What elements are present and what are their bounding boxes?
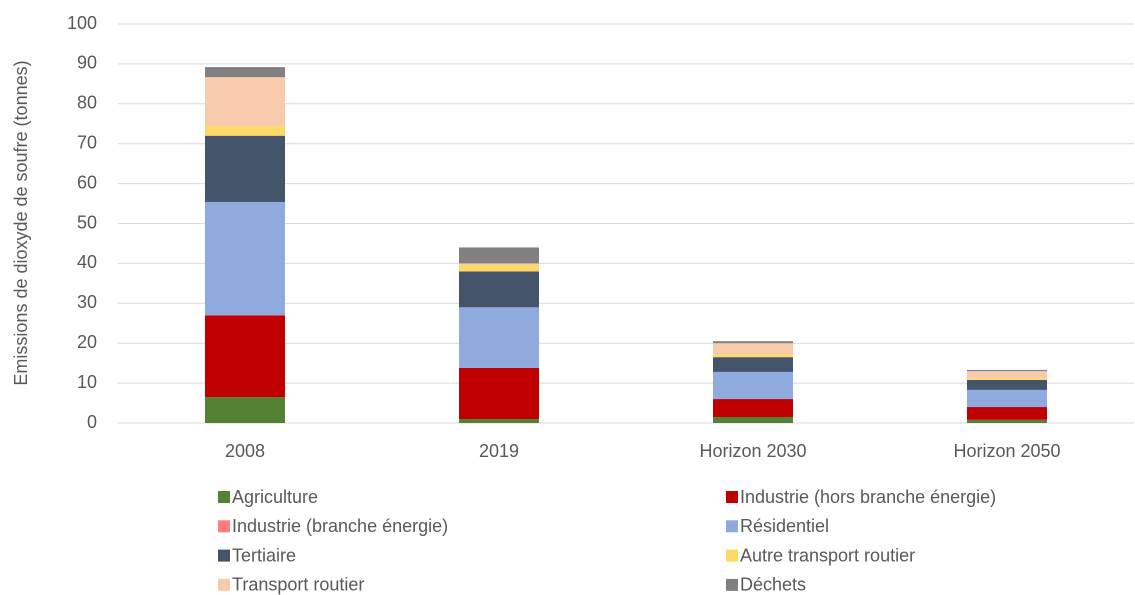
y-tick-label: 80 bbox=[77, 93, 97, 113]
legend-swatch bbox=[726, 491, 738, 503]
y-tick-label: 100 bbox=[67, 13, 97, 33]
bar-segment bbox=[713, 343, 793, 355]
bar-segment bbox=[713, 341, 793, 344]
bar-segment bbox=[205, 135, 285, 202]
bar-segment bbox=[459, 419, 539, 423]
legend-label: Résidentiel bbox=[740, 516, 829, 536]
bar-segment bbox=[967, 371, 1047, 379]
bar-segment bbox=[205, 201, 285, 316]
bar-segment bbox=[713, 399, 793, 418]
legend-label: Industrie (branche énergie) bbox=[232, 516, 448, 536]
legend-label: Agriculture bbox=[232, 487, 318, 507]
bar-segment bbox=[459, 367, 539, 420]
legend-swatch bbox=[726, 520, 738, 533]
bar-segment bbox=[967, 379, 1047, 390]
bar-segment bbox=[459, 271, 539, 308]
x-tick-label: Horizon 2050 bbox=[953, 441, 1060, 461]
bar-segment bbox=[713, 417, 793, 423]
x-tick-label: 2019 bbox=[479, 441, 519, 461]
y-tick-label: 30 bbox=[77, 292, 97, 312]
y-tick-label: 20 bbox=[77, 332, 97, 352]
legend-swatch bbox=[726, 549, 738, 562]
bar-segment bbox=[205, 77, 285, 127]
bar-segment bbox=[713, 371, 793, 400]
x-tick-label: 2008 bbox=[225, 441, 265, 461]
bar-segment bbox=[205, 397, 285, 423]
bar-segment bbox=[205, 315, 285, 398]
y-tick-label: 40 bbox=[77, 252, 97, 272]
bar-segment bbox=[459, 247, 539, 264]
x-tick-label: Horizon 2030 bbox=[699, 441, 806, 461]
y-tick-label: 50 bbox=[77, 212, 97, 232]
y-tick-label: 10 bbox=[77, 372, 97, 392]
legend-swatch bbox=[726, 578, 738, 591]
y-tick-label: 70 bbox=[77, 132, 97, 152]
legend-swatch bbox=[218, 491, 230, 503]
legend-label: Déchets bbox=[740, 575, 806, 595]
y-axis-label: Emissions de dioxyde de soufre (tonnes) bbox=[11, 60, 31, 385]
y-tick-label: 60 bbox=[77, 172, 97, 192]
legend-label: Transport routier bbox=[232, 575, 364, 595]
y-tick-label: 90 bbox=[77, 53, 97, 73]
legend-label: Autre transport routier bbox=[740, 545, 915, 565]
legend-swatch bbox=[218, 549, 230, 562]
y-tick-label: 0 bbox=[87, 412, 97, 432]
bar-segment bbox=[967, 369, 1047, 372]
legend-label: Tertiaire bbox=[232, 545, 296, 565]
bar-segment bbox=[713, 357, 793, 372]
bar-segment bbox=[967, 378, 1047, 380]
bar-segment bbox=[967, 389, 1047, 408]
bar-segment bbox=[205, 67, 285, 78]
legend-swatch bbox=[218, 520, 230, 533]
bar-segment bbox=[967, 419, 1047, 423]
bar-segment bbox=[459, 307, 539, 368]
bar-segment bbox=[459, 263, 539, 265]
bar-segment bbox=[967, 407, 1047, 420]
bar-segment bbox=[205, 126, 285, 136]
legend-swatch bbox=[218, 578, 230, 591]
legend-label: Industrie (hors branche énergie) bbox=[740, 487, 996, 507]
bar-segment bbox=[459, 264, 539, 272]
bar-segment bbox=[713, 354, 793, 358]
